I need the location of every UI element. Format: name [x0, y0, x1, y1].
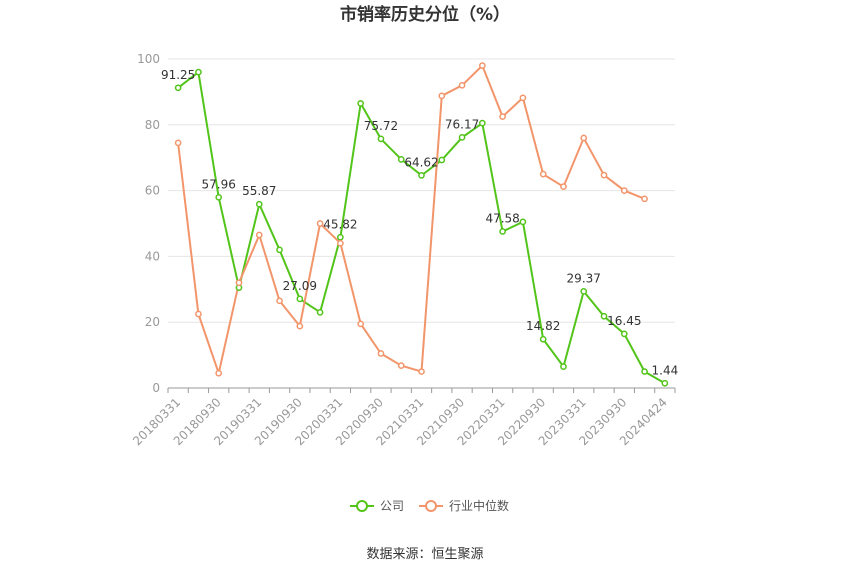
data-label: 91.25 [161, 68, 195, 82]
chart-title: 市销率历史分位（%） [340, 4, 510, 25]
data-point[interactable] [377, 135, 385, 143]
data-label: 29.37 [567, 271, 601, 285]
data-point[interactable] [195, 68, 202, 76]
data-label: 16.45 [607, 314, 641, 328]
grid [168, 58, 675, 389]
data-label: 14.82 [526, 319, 560, 333]
data-point[interactable] [641, 368, 648, 375]
data-point[interactable] [316, 220, 324, 227]
data-point[interactable] [620, 330, 628, 338]
data-point[interactable] [397, 362, 405, 369]
data-point[interactable] [418, 172, 425, 179]
data-point[interactable] [580, 134, 588, 142]
data-point[interactable] [296, 322, 304, 330]
data-label: 57.96 [202, 177, 236, 191]
data-label: 1.44 [652, 363, 679, 377]
data-point[interactable] [499, 228, 506, 235]
data-point[interactable] [316, 308, 324, 316]
data-point[interactable] [418, 368, 425, 375]
legend-item[interactable]: 行业中位数 [419, 498, 509, 513]
data-point[interactable] [377, 350, 385, 357]
series-line [177, 63, 645, 377]
data-point[interactable] [276, 246, 283, 254]
data-point[interactable] [357, 320, 365, 328]
data-point[interactable] [478, 119, 486, 127]
data-point[interactable] [620, 187, 628, 194]
y-tick-label: 0 [152, 381, 160, 395]
data-point[interactable] [235, 279, 243, 287]
data-point[interactable] [397, 155, 405, 163]
legend-item[interactable]: 公司 [350, 499, 404, 513]
series-lines [177, 63, 666, 385]
data-point[interactable] [560, 363, 567, 370]
data-label: 64.62 [404, 155, 438, 169]
data-point[interactable] [519, 218, 527, 226]
data-point[interactable] [499, 113, 506, 120]
legend[interactable]: 公司 行业中位数 [350, 498, 509, 513]
data-point[interactable] [215, 193, 223, 201]
y-tick-label: 80 [145, 118, 160, 132]
legend-label: 公司 [380, 499, 404, 513]
data-label: 47.58 [485, 211, 519, 225]
data-labels: 91.25 57.96 55.87 27.09 45.82 75.72 64.62 76.17… [161, 68, 678, 377]
x-axis: 2018033120180930201903312019093020200331… [130, 388, 676, 448]
y-tick-label: 20 [145, 315, 160, 329]
series-points [174, 62, 669, 387]
data-label: 45.82 [323, 217, 357, 231]
data-point[interactable] [174, 84, 182, 92]
data-point[interactable] [458, 134, 466, 141]
y-tick-label: 40 [145, 249, 160, 263]
data-point[interactable] [276, 297, 283, 305]
data-point[interactable] [580, 288, 588, 295]
data-point[interactable] [195, 310, 202, 318]
data-point[interactable] [255, 231, 263, 239]
data-point[interactable] [438, 92, 446, 100]
source-note: 数据来源：恒生聚源 [366, 547, 483, 562]
y-tick-label: 60 [145, 184, 160, 198]
data-point[interactable] [641, 195, 648, 203]
data-point[interactable] [337, 239, 344, 247]
legend-marker [425, 500, 437, 512]
data-point[interactable] [519, 94, 527, 102]
data-label: 27.09 [283, 279, 317, 293]
data-point[interactable] [255, 200, 263, 208]
data-point[interactable] [357, 100, 365, 107]
data-point[interactable] [661, 379, 669, 387]
y-axis: 0 20 40 60 80 100 [137, 52, 160, 395]
data-label: 76.17 [445, 117, 479, 131]
data-point[interactable] [438, 156, 446, 164]
data-point[interactable] [337, 233, 344, 241]
legend-marker [356, 500, 368, 512]
data-point[interactable] [560, 183, 567, 191]
data-label: 55.87 [242, 184, 276, 198]
data-point[interactable] [215, 369, 223, 377]
data-point[interactable] [600, 171, 608, 179]
data-point[interactable] [600, 312, 608, 320]
data-point[interactable] [458, 81, 466, 89]
series-line [177, 70, 666, 385]
data-point[interactable] [539, 170, 547, 178]
data-label: 75.72 [364, 119, 398, 133]
legend-label: 行业中位数 [449, 498, 509, 513]
y-tick-label: 100 [137, 52, 160, 66]
data-point[interactable] [174, 139, 182, 147]
data-point[interactable] [478, 62, 486, 69]
data-point[interactable] [539, 335, 547, 343]
data-point[interactable] [296, 295, 304, 303]
